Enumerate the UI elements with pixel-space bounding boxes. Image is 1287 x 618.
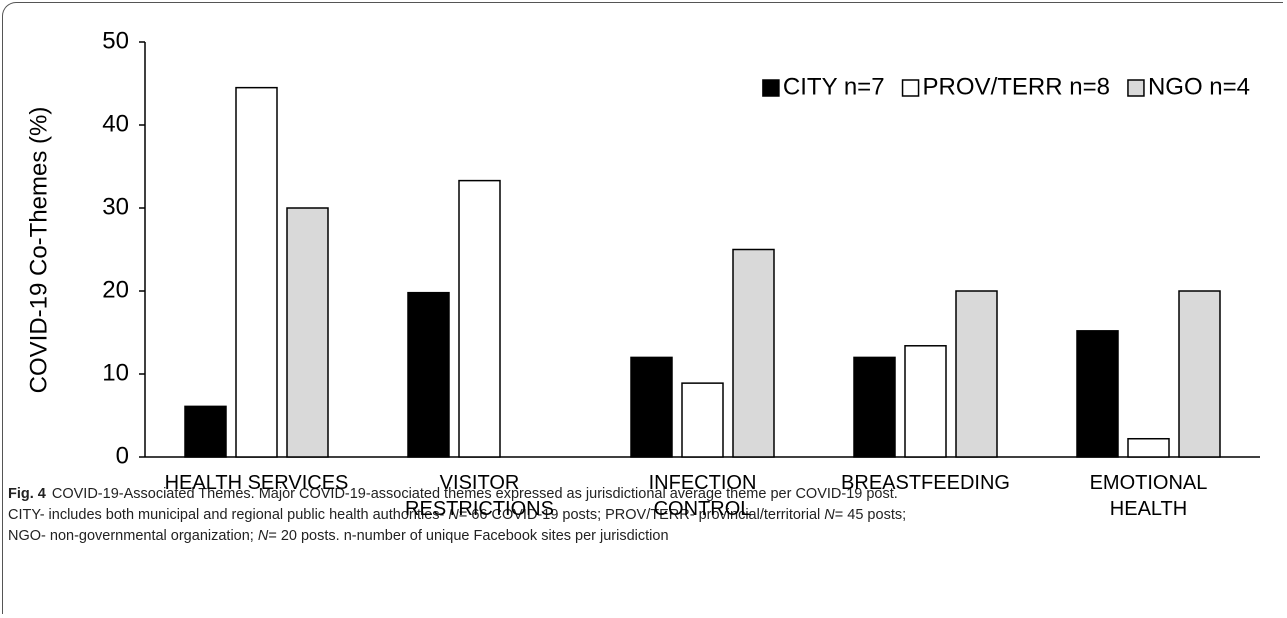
legend-swatch: [901, 79, 920, 97]
caption-text: NGO- non-governmental organization;: [8, 528, 258, 544]
y-tick-label: 50: [102, 27, 129, 54]
bar: [1076, 330, 1119, 458]
bar: [732, 248, 775, 458]
x-tick-label: BREASTFEEDING: [841, 472, 1010, 494]
caption-label: Fig. 4: [8, 486, 46, 502]
legend-swatch: [762, 79, 780, 97]
caption-text: = 66 COVID-19 posts; PROV/TERR- provinci…: [458, 507, 825, 523]
bar: [1127, 437, 1170, 458]
x-tick-label: HEALTH SERVICES: [164, 472, 349, 494]
bar: [955, 290, 998, 458]
y-tick-label: 20: [102, 276, 129, 303]
bar: [235, 86, 278, 458]
caption: Fig. 4 COVID-19-Associated Themes. Major …: [8, 484, 906, 547]
bar: [458, 179, 501, 458]
legend-label: CITY n=7: [783, 73, 885, 100]
chart: COVID-19 Co-Themes (%) 0 10 20 30 40 50 CITY n…: [25, 27, 1260, 469]
x-tick-label: EMOTIONAL HEALTH: [1089, 472, 1208, 520]
legend-label: NGO n=4: [1148, 73, 1250, 100]
caption-text: = 20 posts. n-number of unique Facebook …: [268, 528, 669, 544]
caption-text: COVID-19-Associated Themes. Major COVID-…: [51, 486, 898, 502]
y-axis-label: COVID-19 Co-Themes (%): [25, 107, 52, 394]
y-tick-label: 0: [116, 442, 129, 469]
x-tick-label: INFECTION CONTROL: [648, 472, 757, 520]
bar: [1178, 290, 1221, 458]
bar: [904, 345, 947, 458]
caption-text: N: [448, 507, 459, 523]
y-tick-label: 30: [102, 193, 129, 220]
bar: [407, 291, 450, 458]
bar: [681, 382, 724, 458]
bar: [286, 207, 329, 458]
caption-text: = 45 posts;: [834, 507, 907, 523]
legend-label: PROV/TERR n=8: [923, 73, 1110, 100]
bar: [630, 356, 673, 458]
x-tick-label: VISITOR RESTRICTIONS: [405, 472, 554, 520]
caption-text: CITY- includes both municipal and region…: [8, 507, 449, 523]
bar: [853, 356, 896, 458]
bar: [184, 405, 227, 458]
y-tick-label: 40: [102, 110, 129, 137]
y-tick-label: 10: [102, 359, 129, 386]
caption-text: N: [824, 507, 835, 523]
legend-swatch: [1127, 79, 1145, 97]
caption-text: N: [257, 528, 269, 544]
